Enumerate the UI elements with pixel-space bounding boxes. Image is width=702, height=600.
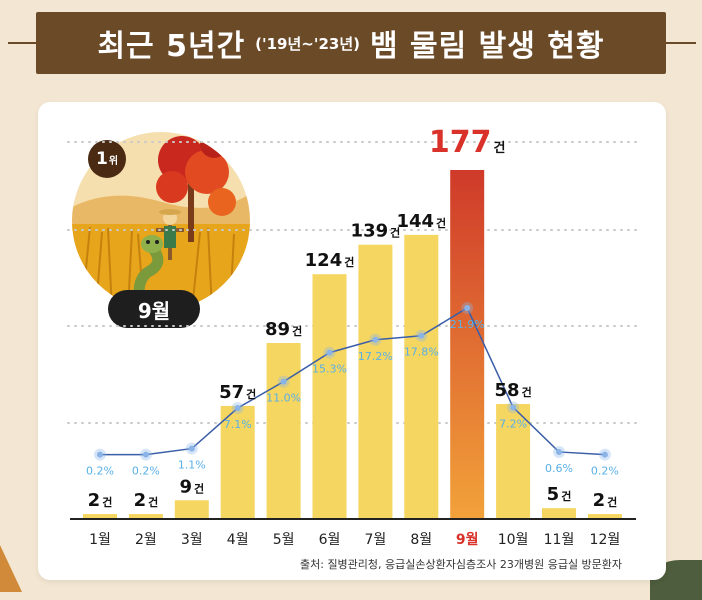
percent-label-5월: 11.0% [266, 392, 301, 405]
percent-label-9월: 21.9% [450, 318, 485, 331]
percent-point-7월 [372, 336, 379, 343]
bar-3월 [174, 500, 209, 518]
title-line-left [8, 42, 38, 44]
highlight-month-tag: 9월 [108, 290, 200, 328]
bar-2월 [128, 514, 163, 518]
month-label-5월: 5월 [273, 532, 295, 548]
bar-1월 [83, 514, 117, 518]
month-label-8월: 8월 [410, 532, 432, 548]
count-label-6월: 124 건 [305, 250, 355, 271]
percent-point-9월 [464, 305, 471, 311]
percent-label-6월: 15.3% [312, 363, 347, 376]
percent-point-3월 [188, 445, 195, 452]
month-label-10월: 10월 [498, 532, 529, 548]
percent-point-10월 [510, 404, 517, 411]
percent-point-1월 [97, 451, 103, 458]
count-label-9월: 177 건 [429, 125, 506, 160]
bar-10월 [496, 403, 531, 518]
month-label-11월: 11월 [544, 532, 575, 548]
title-period: ('19년~'23년) [255, 34, 360, 53]
count-label-4월: 57 건 [219, 382, 256, 403]
source-note: 출처: 질병관리청, 응급실손상환자심층조사 23개병원 응급실 방문환자 [300, 558, 623, 571]
month-label-1월: 1월 [89, 532, 111, 548]
percent-label-1월: 0.2% [86, 465, 114, 478]
percent-point-2월 [142, 451, 149, 458]
percent-label-11월: 0.6% [545, 462, 573, 475]
percent-line [100, 306, 605, 456]
rank-suffix: 위 [108, 155, 119, 167]
percent-point-6월 [326, 349, 333, 356]
bar-11월 [542, 508, 576, 518]
bar-4월 [220, 405, 255, 518]
percent-point-4월 [234, 405, 241, 412]
month-label-7월: 7월 [365, 532, 387, 548]
bar-9월 [450, 170, 485, 518]
percent-label-12월: 0.2% [591, 465, 619, 478]
bar-5월 [266, 343, 301, 518]
count-label-10월: 58 건 [495, 380, 532, 401]
bar-8월 [404, 234, 439, 519]
percent-point-11월 [556, 448, 562, 455]
count-label-7월: 139 건 [351, 221, 401, 242]
month-label-9월: 9월 [456, 531, 479, 548]
count-label-5월: 89 건 [265, 319, 302, 340]
month-label-3월: 3월 [181, 532, 203, 548]
percent-label-8월: 17.8% [404, 346, 439, 359]
percent-point-12월 [601, 451, 608, 458]
percent-label-3월: 1.1% [178, 459, 206, 472]
percent-label-2월: 0.2% [132, 465, 160, 478]
percent-label-10월: 7.2% [499, 417, 527, 430]
percent-label-4월: 7.1% [224, 418, 252, 431]
title-line-right [666, 42, 696, 44]
count-label-8월: 144 건 [396, 211, 446, 232]
bar-7월 [358, 244, 393, 519]
title-banner: 최근 5년간 ('19년~'23년) 뱀 물림 발생 현황 [36, 12, 666, 74]
month-label-4월: 4월 [227, 532, 249, 548]
autumn-leaf-decoration [0, 545, 22, 592]
percent-point-5월 [280, 378, 287, 385]
month-label-2월: 2월 [135, 532, 157, 548]
percent-point-8월 [418, 332, 425, 339]
bar-12월 [587, 514, 622, 518]
rank-number: 1 [95, 149, 108, 169]
bar-6월 [312, 274, 347, 518]
title-main-suffix: 뱀 물림 발생 현황 [369, 29, 605, 64]
month-label-6월: 6월 [319, 532, 341, 548]
percent-label-7월: 17.2% [358, 350, 393, 363]
title-main-prefix: 최근 5년간 [97, 29, 246, 64]
month-label-12월: 12월 [590, 532, 621, 548]
